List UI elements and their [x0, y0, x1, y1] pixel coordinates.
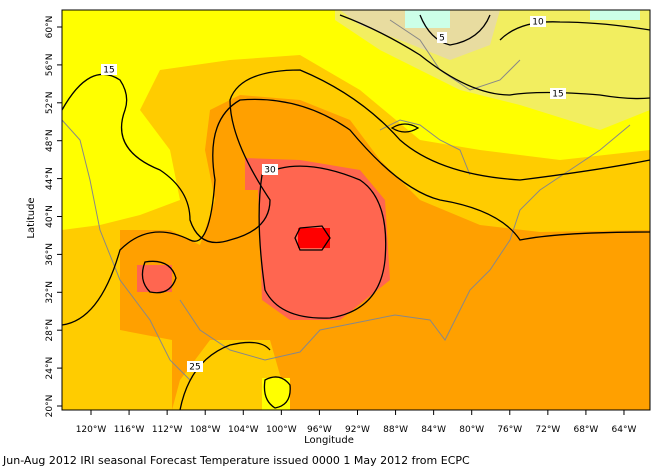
coastlines [61, 19, 631, 381]
x-tick-label: 80°W [459, 425, 484, 435]
x-tick-label: 76°W [497, 425, 522, 435]
x-tick-label: 112°W [152, 425, 183, 435]
y-tick-label: 44°N [45, 167, 55, 190]
y-axis-title: Latitude [26, 197, 37, 238]
y-tick-label: 56°N [45, 54, 55, 77]
x-tick-label: 108°W [190, 425, 221, 435]
y-tick-label: 40°N [45, 205, 55, 228]
y-tick-label: 20°N [45, 395, 55, 418]
contour-label: 10 [532, 18, 544, 28]
x-tick-label: 92°W [345, 425, 370, 435]
contour-label: 15 [103, 66, 114, 76]
caption: Jun-Aug 2012 IRI seasonal Forecast Tempe… [2, 454, 470, 467]
x-tick-label: 68°W [573, 425, 598, 435]
x-tick-label: 104°W [228, 425, 259, 435]
y-tick-label: 32°N [45, 281, 55, 304]
contour-label: 30 [264, 166, 276, 176]
y-tick-label: 24°N [45, 357, 55, 380]
contour-labels: 15 15 10 5 30 25 [101, 16, 566, 373]
x-axis-title: Longitude [304, 435, 354, 446]
plot-frame [61, 9, 651, 411]
contours [61, 14, 651, 411]
x-tick-label: 64°W [612, 425, 637, 435]
contour-label: 25 [189, 363, 200, 373]
contour-label: 5 [439, 34, 445, 44]
y-tick-label: 28°N [45, 319, 55, 342]
contour-label: 15 [552, 90, 563, 100]
y-tick-label: 60°N [45, 16, 55, 39]
x-tick-label: 88°W [383, 425, 408, 435]
x-tick-label: 100°W [266, 425, 297, 435]
x-tick-label: 72°W [535, 425, 560, 435]
y-tick-label: 52°N [45, 91, 55, 114]
x-tick-label: 116°W [114, 425, 145, 435]
x-tick-label: 120°W [76, 425, 107, 435]
x-tick-label: 84°W [421, 425, 446, 435]
map-fill [62, 10, 650, 410]
x-tick-label: 96°W [307, 425, 332, 435]
y-tick-label: 48°N [45, 129, 55, 152]
y-tick-label: 36°N [45, 243, 55, 266]
